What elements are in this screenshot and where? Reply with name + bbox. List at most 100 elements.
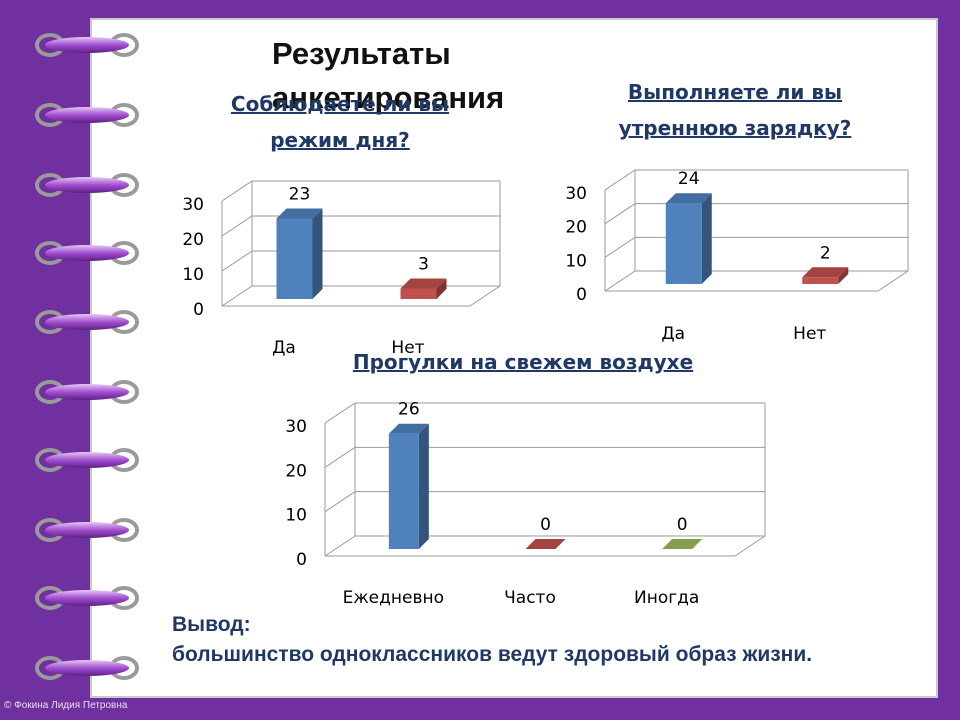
- ring-body: [45, 37, 129, 53]
- x-tick-label: Нет: [793, 324, 826, 344]
- value-label: 0: [540, 515, 551, 535]
- slide-title: Результаты анкетирования: [272, 36, 505, 115]
- bar-top: [665, 193, 712, 204]
- ring: [35, 656, 139, 680]
- ring-body: [45, 384, 129, 400]
- value-label: 23: [289, 185, 311, 205]
- axis-line: [469, 285, 501, 307]
- chart: 0 10 20 30 23 Да 3 Нет: [182, 180, 501, 358]
- value-label: 24: [678, 169, 700, 189]
- y-tick-label: 20: [565, 218, 587, 238]
- y-tick-label: 30: [565, 184, 587, 204]
- conclusion-text: большинство одноклассников ведут здоровы…: [172, 643, 813, 666]
- bar-front: [400, 288, 437, 299]
- y-tick-label: 20: [285, 461, 307, 481]
- bar-top: [276, 208, 323, 219]
- ring-body: [45, 522, 129, 538]
- bar: [388, 423, 429, 549]
- grid-line: [604, 169, 908, 191]
- ring: [35, 173, 139, 197]
- conclusion-heading: Вывод:: [172, 613, 251, 636]
- grid-line: [604, 236, 908, 258]
- grid-line: [221, 250, 500, 272]
- chart-title: Соблюдаете ли вы режим дня?: [230, 92, 450, 152]
- y-tick-label: 20: [182, 230, 204, 250]
- grid-line: [604, 270, 908, 292]
- x-tick-label: Часто: [504, 588, 556, 608]
- footer: © Фокина Лидия Петровна: [4, 700, 128, 711]
- ring-body: [45, 177, 129, 193]
- grid-line: [221, 215, 500, 237]
- bar-top: [400, 278, 447, 289]
- bar-side: [418, 423, 429, 549]
- y-tick-label: 0: [576, 285, 587, 305]
- bar-top: [525, 539, 566, 549]
- bar: [802, 267, 849, 284]
- value-label: 0: [677, 515, 688, 535]
- y-tick-label: 0: [296, 550, 307, 570]
- ring-body: [45, 314, 129, 330]
- bar-side: [838, 267, 849, 284]
- x-tick-label: Нет: [391, 338, 424, 358]
- bar: [662, 539, 703, 549]
- bar-top: [388, 423, 429, 434]
- chart-title: Прогулки на свежем воздухе: [352, 350, 694, 374]
- ring: [35, 518, 139, 542]
- bar-front: [665, 203, 702, 284]
- bar-front: [276, 218, 313, 299]
- ring-body: [45, 452, 129, 468]
- ring-body: [45, 107, 129, 123]
- value-label: 26: [398, 400, 420, 420]
- bar: [525, 539, 566, 549]
- x-tick-label: Да: [272, 338, 296, 358]
- ring: [35, 586, 139, 610]
- axis-line: [734, 535, 766, 557]
- value-label: 2: [820, 243, 831, 263]
- bar: [665, 193, 712, 284]
- ring: [35, 103, 139, 127]
- axis-line: [877, 270, 909, 292]
- bar-top: [802, 267, 849, 278]
- chart: 0 10 20 30 24 Да 2 Нет: [565, 169, 909, 344]
- ring-body: [45, 245, 129, 261]
- y-tick-label: 0: [193, 300, 204, 320]
- grid-line: [324, 446, 765, 468]
- grid-line: [324, 491, 765, 513]
- y-tick-label: 10: [285, 506, 307, 526]
- grid-line: [324, 535, 765, 557]
- y-tick-label: 10: [182, 265, 204, 285]
- grid-line: [604, 203, 908, 225]
- ring-body: [45, 660, 129, 676]
- y-tick-label: 30: [285, 417, 307, 437]
- chart: 0 10 20 30 26 Ежедневно 0 Часто 0 Иногда: [285, 400, 766, 608]
- bar: [276, 208, 323, 299]
- ring: [35, 33, 139, 57]
- y-tick-label: 10: [565, 251, 587, 271]
- slide: [90, 18, 938, 698]
- grid-line: [221, 285, 500, 307]
- bar-side: [436, 278, 447, 299]
- bar-side: [701, 193, 712, 284]
- chart-title: Выполняете ли вы утреннюю зарядку?: [618, 80, 852, 140]
- bar-top: [662, 539, 703, 549]
- ring-body: [45, 590, 129, 606]
- value-label: 3: [418, 255, 429, 275]
- conclusion: Вывод: большинство одноклассников ведут …: [172, 610, 922, 670]
- x-tick-label: Иногда: [634, 588, 699, 608]
- bar-side: [312, 208, 323, 299]
- ring: [35, 241, 139, 265]
- ring: [35, 448, 139, 472]
- bar-front: [802, 277, 839, 284]
- ring: [35, 310, 139, 334]
- y-tick-label: 30: [182, 195, 204, 215]
- bar: [400, 278, 447, 299]
- grid-line: [221, 180, 500, 202]
- bar-front: [388, 433, 419, 549]
- ring: [35, 380, 139, 404]
- x-tick-label: Да: [661, 324, 685, 344]
- grid-line: [324, 402, 765, 424]
- x-tick-label: Ежедневно: [343, 588, 444, 608]
